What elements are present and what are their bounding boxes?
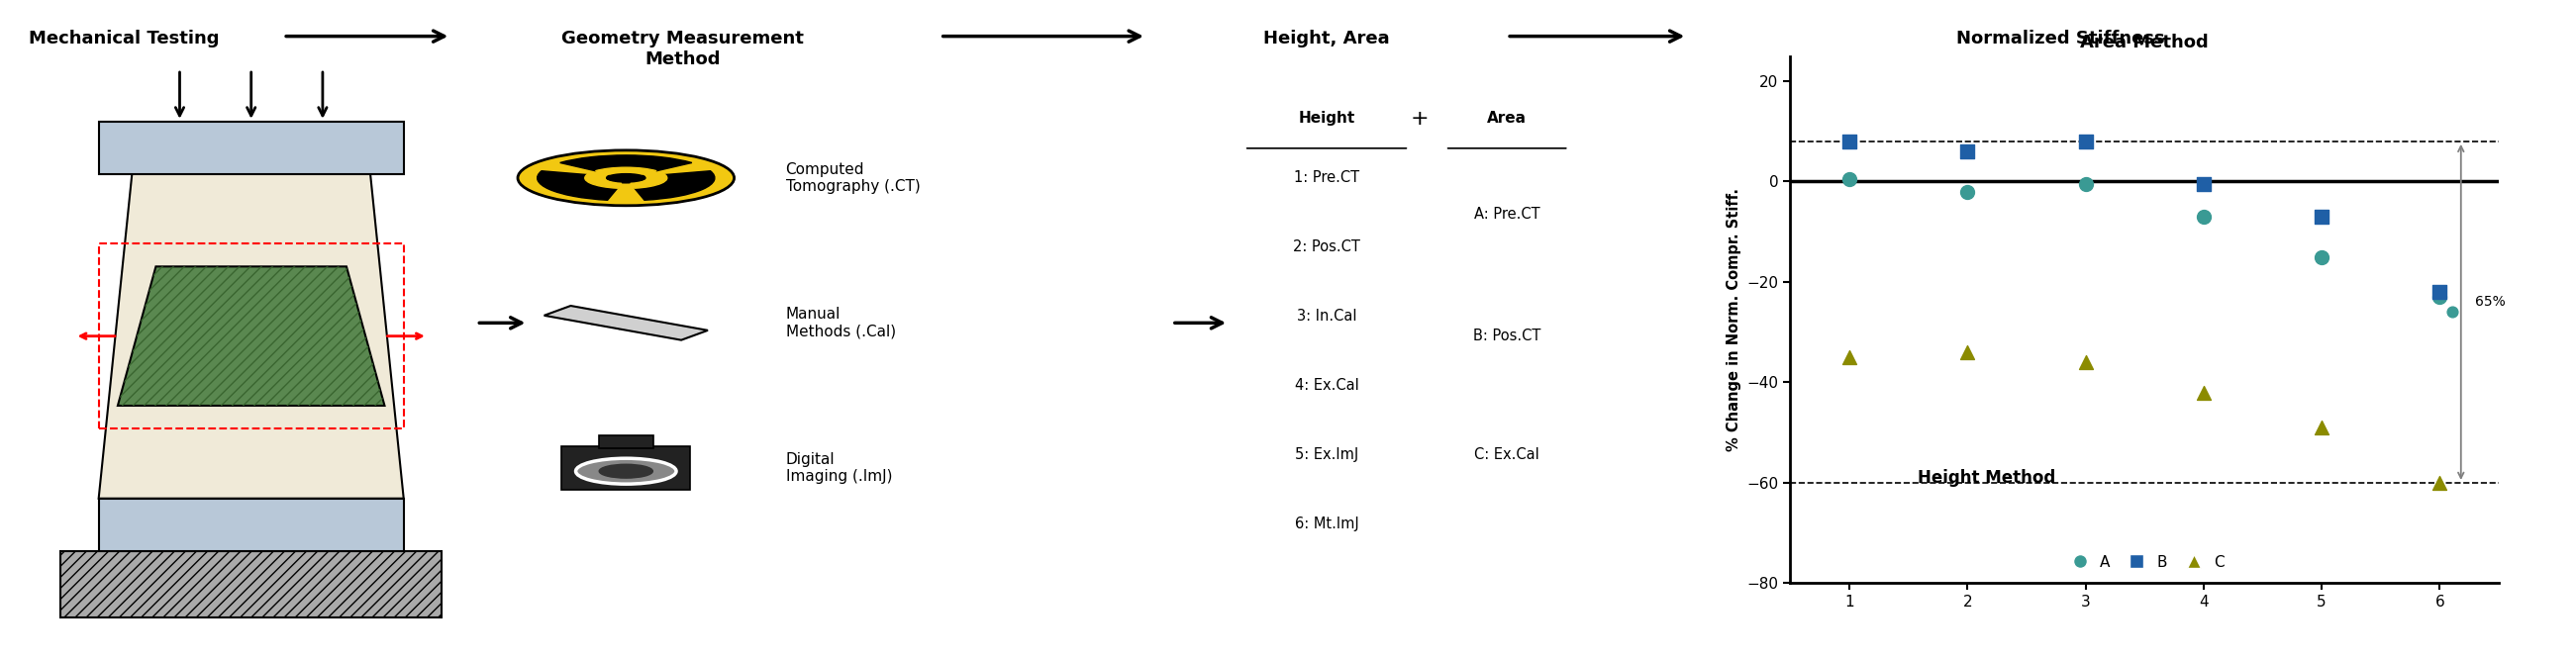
Bar bbox=[98, 498, 404, 551]
Bar bbox=[62, 551, 443, 617]
Point bbox=[2182, 387, 2223, 397]
Legend: A, B, C: A, B, C bbox=[2058, 549, 2231, 576]
Point bbox=[2066, 136, 2107, 147]
Text: A: Pre.CT: A: Pre.CT bbox=[1473, 207, 1540, 221]
Bar bbox=[62, 551, 443, 617]
Point bbox=[1947, 347, 1989, 358]
Y-axis label: % Change in Norm. Compr. Stiff.: % Change in Norm. Compr. Stiff. bbox=[1726, 188, 1741, 451]
Point bbox=[2419, 292, 2460, 302]
Point bbox=[2300, 252, 2342, 262]
Point bbox=[1947, 186, 1989, 197]
Text: 4: Ex.Cal: 4: Ex.Cal bbox=[1296, 378, 1358, 393]
Point bbox=[2182, 179, 2223, 189]
Text: Manual
Methods (.Cal): Manual Methods (.Cal) bbox=[786, 307, 896, 339]
Text: Height Method: Height Method bbox=[1917, 469, 2056, 487]
Text: 6: Mt.ImJ: 6: Mt.ImJ bbox=[1296, 517, 1358, 531]
Polygon shape bbox=[118, 266, 384, 406]
Point bbox=[2419, 478, 2460, 488]
Point bbox=[1829, 352, 1870, 362]
Text: 1: Pre.CT: 1: Pre.CT bbox=[1293, 171, 1360, 185]
Text: B: Pos.CT: B: Pos.CT bbox=[1473, 329, 1540, 343]
Text: 5: Ex.ImJ: 5: Ex.ImJ bbox=[1296, 447, 1358, 462]
Bar bbox=[98, 243, 404, 429]
Text: Geometry Measurement
Method: Geometry Measurement Method bbox=[562, 30, 804, 68]
Point bbox=[2066, 357, 2107, 368]
Text: Computed
Tomography (.CT): Computed Tomography (.CT) bbox=[786, 162, 920, 194]
Text: Normalized Stiffness: Normalized Stiffness bbox=[1958, 30, 2164, 47]
Title: Area Method: Area Method bbox=[2081, 34, 2208, 51]
Text: Area: Area bbox=[1486, 111, 1528, 126]
Polygon shape bbox=[98, 174, 404, 498]
Text: Height: Height bbox=[1298, 111, 1355, 126]
Bar bbox=[98, 121, 404, 174]
Point bbox=[1829, 174, 1870, 185]
Point bbox=[2300, 422, 2342, 433]
Text: 3: In.Cal: 3: In.Cal bbox=[1296, 309, 1358, 324]
Point bbox=[1829, 136, 1870, 147]
Text: 2: Pos.CT: 2: Pos.CT bbox=[1293, 240, 1360, 254]
Text: Mechanical Testing: Mechanical Testing bbox=[28, 30, 219, 47]
Text: Height, Area: Height, Area bbox=[1262, 30, 1391, 47]
Point bbox=[2432, 307, 2473, 318]
Point bbox=[2300, 212, 2342, 222]
Point bbox=[2182, 212, 2223, 222]
Text: +: + bbox=[1409, 109, 1430, 129]
Text: Digital
Imaging (.ImJ): Digital Imaging (.ImJ) bbox=[786, 452, 891, 484]
Text: C: Ex.Cal: C: Ex.Cal bbox=[1473, 447, 1540, 462]
Point bbox=[2419, 287, 2460, 297]
Point bbox=[2066, 179, 2107, 189]
Text: 65%: 65% bbox=[2476, 295, 2506, 309]
Point bbox=[1947, 146, 1989, 157]
